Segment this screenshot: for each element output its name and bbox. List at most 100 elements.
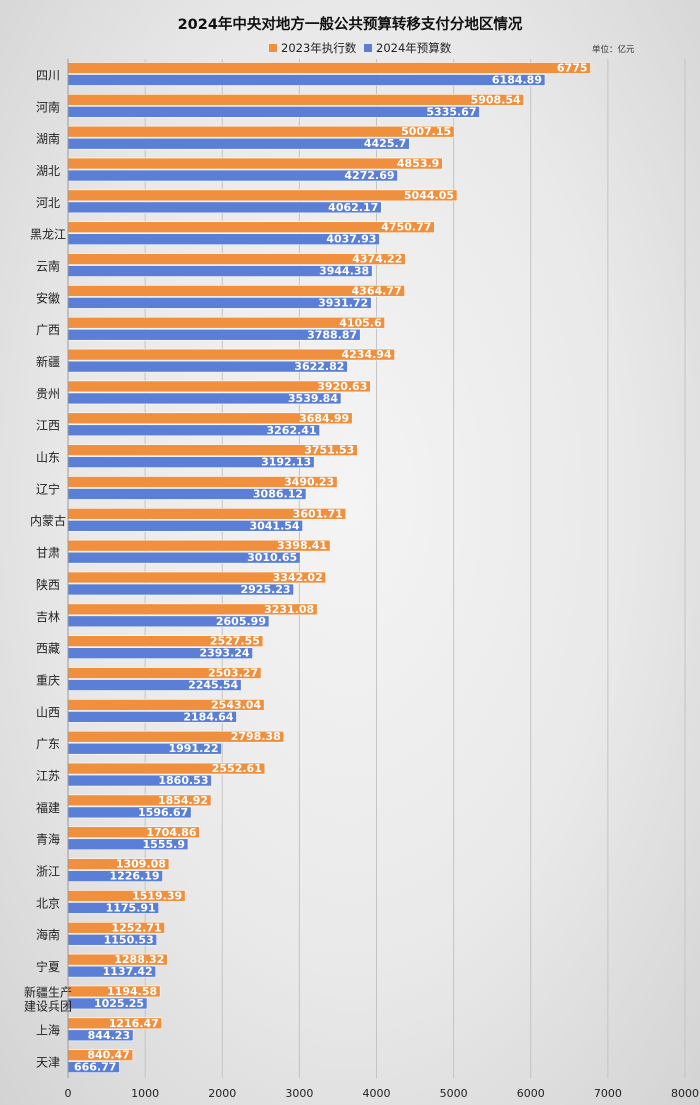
value-label-2023: 5044.05 xyxy=(404,189,454,202)
bar-2023 xyxy=(67,94,524,106)
x-axis-ticks: 0 1000 2000 3000 4000 5000 6000 7000 8000 xyxy=(65,1087,700,1100)
x-tick-label: 5000 xyxy=(440,1087,468,1100)
category-label: 广西 xyxy=(36,323,60,337)
value-label-2024: 1175.91 xyxy=(106,901,156,914)
value-label-2023: 3398.41 xyxy=(277,539,327,552)
value-label-2023: 5908.54 xyxy=(471,93,521,106)
category-label: 海南 xyxy=(36,927,60,942)
x-tick-label: 4000 xyxy=(363,1087,391,1100)
value-label-2024: 1596.67 xyxy=(138,806,188,819)
x-tick-label: 8000 xyxy=(671,1087,699,1100)
bar-2023 xyxy=(67,157,443,170)
bar-2023 xyxy=(67,316,385,329)
x-tick-label: 0 xyxy=(65,1087,72,1100)
value-label-2024: 1555.9 xyxy=(143,838,185,851)
value-label-2024: 4425.7 xyxy=(364,137,406,150)
value-label-2024: 4062.17 xyxy=(328,201,378,214)
category-label: 内蒙古 xyxy=(30,513,66,528)
bar-2024 xyxy=(67,137,410,150)
value-label-2023: 1704.86 xyxy=(146,826,196,839)
value-label-2023: 2798.38 xyxy=(231,730,281,743)
x-tick-label: 1000 xyxy=(131,1087,159,1100)
value-label-2024: 4037.93 xyxy=(326,233,376,246)
category-label-line: 新疆生产 xyxy=(24,984,72,999)
value-label-2023: 1854.92 xyxy=(158,794,208,807)
value-label-2024: 6184.89 xyxy=(492,74,542,87)
value-label-2024: 4272.69 xyxy=(344,169,394,182)
chart-title: 2024年中央对地方一般公共预算转移支付分地区情况 xyxy=(178,15,523,33)
value-label-2024: 1137.42 xyxy=(103,965,153,978)
category-label: 重庆 xyxy=(36,673,60,687)
bar-2024 xyxy=(67,106,480,118)
value-label-2024: 3931.72 xyxy=(318,296,368,309)
value-label-2023: 1519.39 xyxy=(132,889,182,902)
category-label: 陕西 xyxy=(36,577,60,592)
value-label-2024: 2184.64 xyxy=(183,710,233,723)
value-label-2024: 3262.41 xyxy=(267,424,317,437)
category-label: 新疆 xyxy=(36,354,60,369)
value-label-2023: 3751.53 xyxy=(304,444,354,457)
category-label: 广东 xyxy=(36,737,60,751)
value-label-2024: 3622.82 xyxy=(294,360,344,373)
bar-2023 xyxy=(67,125,455,138)
category-label: 上海 xyxy=(36,1023,60,1038)
value-label-2023: 1252.71 xyxy=(112,921,162,934)
category-label: 西藏 xyxy=(36,642,60,656)
value-label-2023: 2527.55 xyxy=(210,635,260,648)
value-label-2024: 3086.12 xyxy=(253,487,303,500)
category-label: 福建 xyxy=(36,800,60,815)
x-tick-label: 3000 xyxy=(285,1087,313,1100)
value-label-2023: 1216.47 xyxy=(109,1017,159,1030)
value-label-2023: 3231.08 xyxy=(264,603,314,616)
value-label-2023: 6775 xyxy=(557,62,588,75)
value-label-2023: 2503.27 xyxy=(208,667,258,680)
category-label: 四川 xyxy=(36,68,60,82)
category-label: 新疆生产建设兵团 xyxy=(24,984,72,1013)
category-label: 山东 xyxy=(36,451,60,465)
legend-label-2023: 2023年执行数 xyxy=(281,41,357,55)
category-label: 北京 xyxy=(36,896,60,910)
legend-label-2024: 2024年预算数 xyxy=(376,41,452,55)
category-label: 湖南 xyxy=(36,131,60,146)
value-label-2024: 2245.54 xyxy=(188,679,238,692)
value-label-2023: 4234.94 xyxy=(342,348,392,361)
value-label-2024: 3192.13 xyxy=(261,456,311,469)
value-label-2024: 3010.65 xyxy=(247,551,297,564)
value-label-2024: 3539.84 xyxy=(288,392,338,405)
category-label: 江苏 xyxy=(36,769,60,783)
bar-2023 xyxy=(67,221,435,234)
legend-swatch-2023 xyxy=(269,44,277,52)
value-label-2024: 2925.23 xyxy=(240,583,290,596)
value-label-2024: 1025.25 xyxy=(94,997,144,1010)
category-label: 安徽 xyxy=(36,290,60,305)
value-label-2023: 840.47 xyxy=(87,1049,129,1062)
category-label: 天津 xyxy=(36,1056,60,1070)
value-label-2023: 1309.08 xyxy=(116,858,166,871)
legend-swatch-2024 xyxy=(364,44,372,52)
value-label-2023: 4364.77 xyxy=(352,284,402,297)
value-label-2023: 3601.71 xyxy=(293,507,343,520)
category-label: 河北 xyxy=(36,196,60,210)
category-label: 湖北 xyxy=(36,163,60,178)
value-label-2024: 1226.19 xyxy=(109,870,159,883)
category-label: 江西 xyxy=(36,419,60,433)
value-label-2023: 3920.63 xyxy=(317,380,367,393)
category-label: 黑龙江 xyxy=(30,228,66,242)
value-label-2024: 3788.87 xyxy=(307,328,357,341)
value-label-2024: 666.77 xyxy=(74,1061,116,1074)
value-label-2024: 1991.22 xyxy=(168,742,218,755)
value-label-2023: 1194.58 xyxy=(107,985,157,998)
value-label-2023: 4374.22 xyxy=(352,253,402,266)
value-label-2023: 2543.04 xyxy=(211,698,261,711)
category-label: 甘肃 xyxy=(36,546,60,560)
value-label-2024: 2605.99 xyxy=(216,615,266,628)
value-label-2023: 3684.99 xyxy=(299,412,349,425)
category-label: 山西 xyxy=(36,705,60,719)
category-label: 宁夏 xyxy=(36,959,60,974)
value-label-2023: 3342.02 xyxy=(273,571,323,584)
x-tick-label: 6000 xyxy=(517,1087,545,1100)
unit-label: 单位：亿元 xyxy=(592,44,635,55)
category-labels: 四川河南湖南湖北河北黑龙江云南安徽广西新疆贵州江西山东辽宁内蒙古甘肃陕西吉林西藏… xyxy=(24,68,72,1069)
